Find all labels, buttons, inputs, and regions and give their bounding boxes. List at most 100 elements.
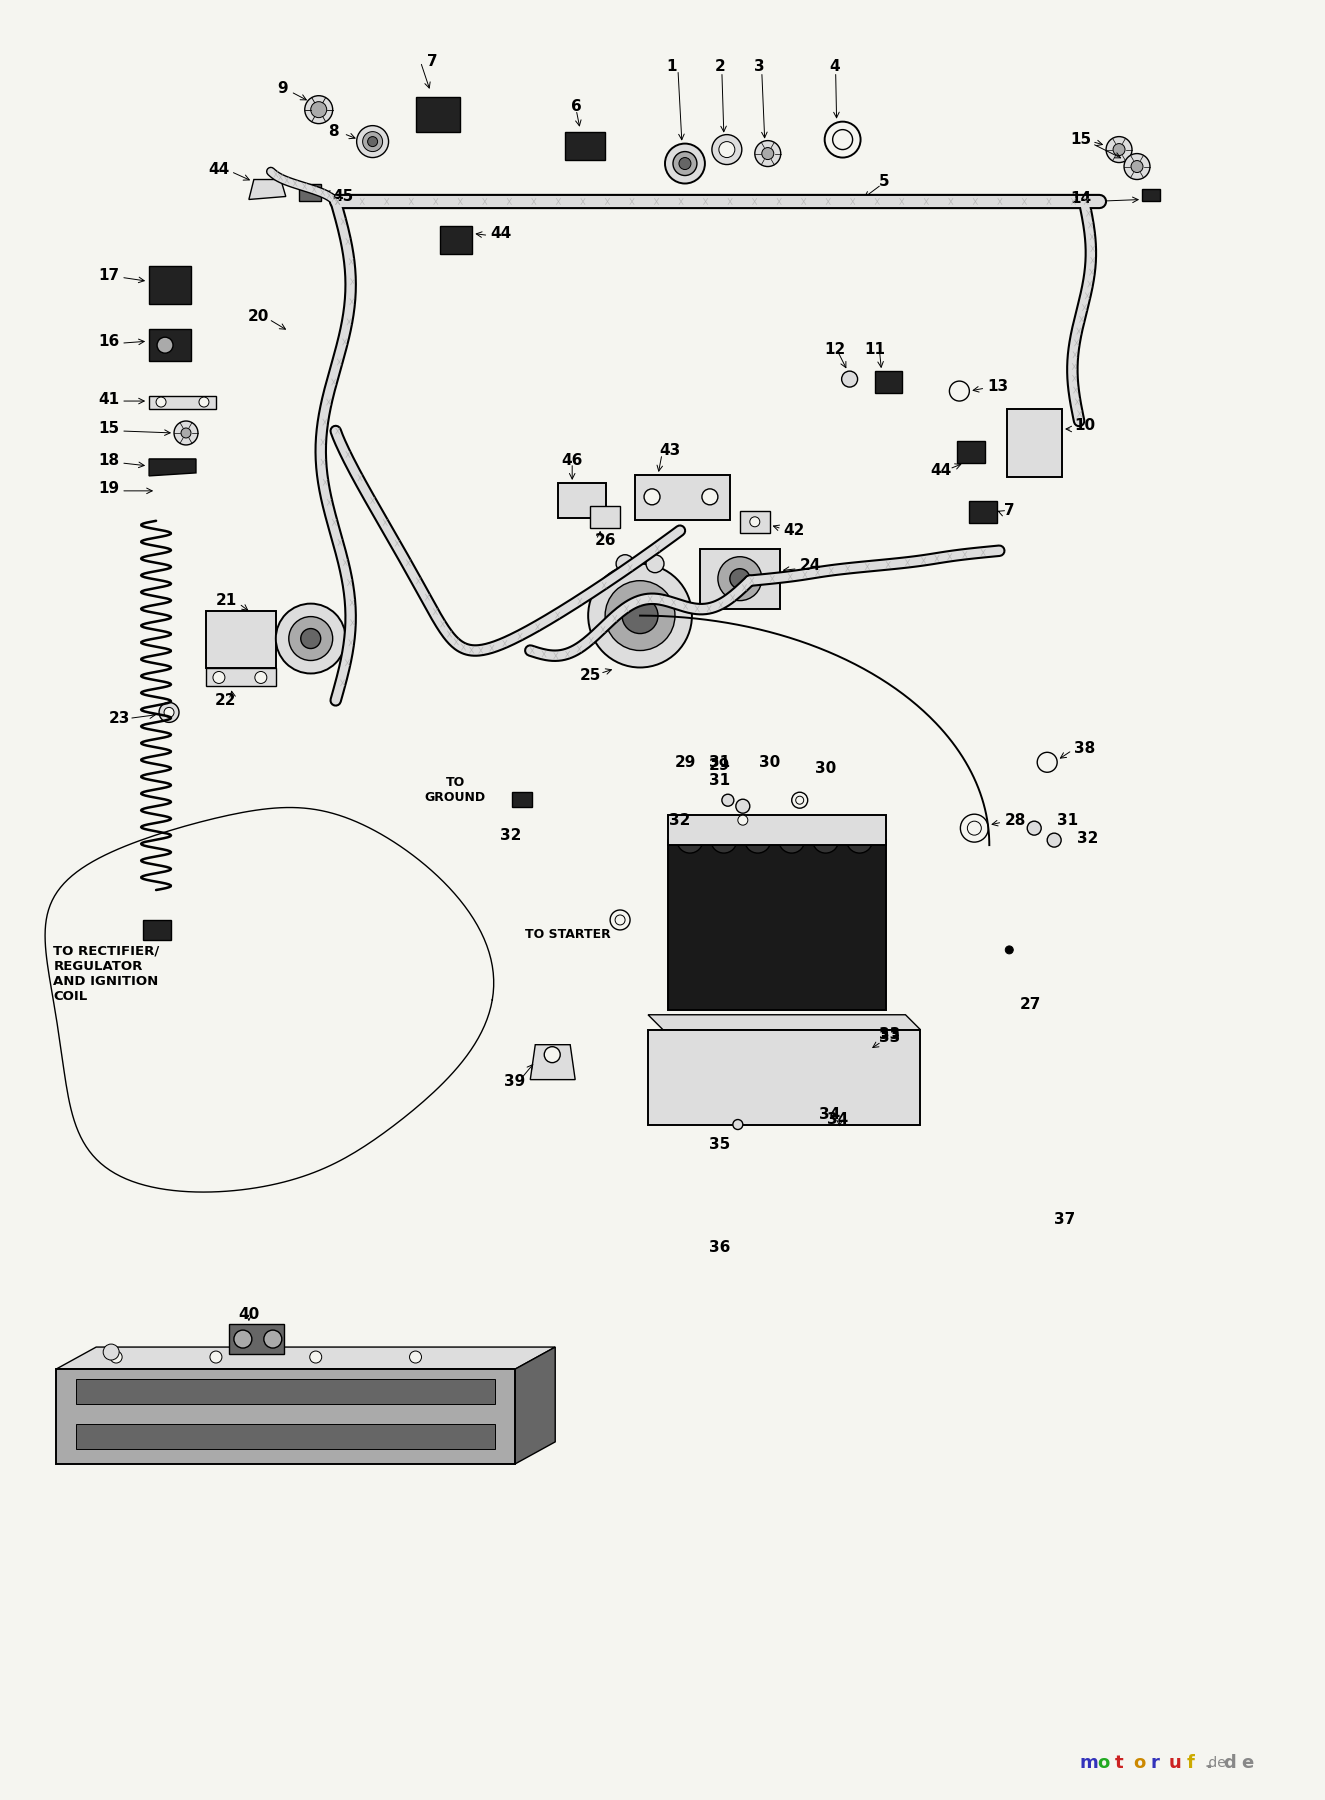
Text: o: o [1097, 1755, 1109, 1773]
Circle shape [712, 135, 742, 164]
Text: 45: 45 [333, 189, 354, 203]
Bar [668, 815, 885, 846]
Text: 32: 32 [669, 812, 690, 828]
Circle shape [824, 122, 860, 158]
Text: t: t [1116, 1755, 1124, 1773]
Circle shape [301, 628, 321, 648]
Polygon shape [56, 1346, 555, 1370]
Circle shape [363, 131, 383, 151]
Bar [739, 511, 770, 533]
Circle shape [796, 796, 804, 805]
Circle shape [1037, 752, 1057, 772]
Bar [150, 329, 191, 362]
Circle shape [1106, 137, 1132, 162]
Text: 8: 8 [329, 124, 339, 139]
Text: TO
GROUND: TO GROUND [425, 776, 486, 805]
Circle shape [209, 1352, 221, 1363]
Text: r: r [1151, 1755, 1159, 1773]
Bar [700, 549, 779, 608]
Text: 7: 7 [427, 54, 437, 68]
Bar [566, 131, 606, 160]
Bar [1007, 409, 1063, 477]
Text: TO RECTIFIER/
REGULATOR
AND IGNITION
COIL: TO RECTIFIER/ REGULATOR AND IGNITION COI… [53, 945, 159, 1003]
Circle shape [647, 554, 664, 572]
Text: 26: 26 [595, 533, 616, 549]
Text: 22: 22 [215, 693, 237, 707]
Text: m: m [1079, 1755, 1098, 1773]
Circle shape [103, 1345, 119, 1361]
Circle shape [779, 828, 804, 853]
Bar [56, 1370, 515, 1463]
Bar [668, 841, 885, 1010]
Bar [513, 792, 533, 806]
Text: 23: 23 [109, 711, 130, 725]
Circle shape [832, 130, 852, 149]
Circle shape [156, 398, 166, 407]
Text: 37: 37 [1055, 1211, 1076, 1228]
Circle shape [264, 1330, 282, 1348]
Circle shape [678, 158, 690, 169]
Bar [635, 475, 730, 520]
Circle shape [792, 792, 808, 808]
Circle shape [812, 828, 839, 853]
Text: 21: 21 [215, 594, 237, 608]
Text: 36: 36 [709, 1240, 730, 1255]
Text: 9: 9 [277, 81, 288, 95]
Circle shape [702, 490, 718, 504]
Text: 20: 20 [248, 310, 269, 324]
Circle shape [738, 815, 747, 824]
Bar [958, 441, 986, 463]
Bar [77, 1379, 496, 1404]
Circle shape [730, 569, 750, 589]
Text: 44: 44 [208, 162, 229, 176]
Text: 25: 25 [579, 668, 600, 682]
Circle shape [719, 142, 735, 158]
Text: 16: 16 [98, 333, 119, 349]
Text: 13: 13 [987, 378, 1008, 394]
Text: 10: 10 [1075, 418, 1096, 434]
Circle shape [615, 914, 625, 925]
Bar [970, 500, 998, 522]
Text: TO STARTER: TO STARTER [525, 929, 611, 941]
Circle shape [1124, 153, 1150, 180]
Text: 43: 43 [660, 443, 681, 459]
Bar [1142, 189, 1159, 202]
Bar [416, 97, 460, 131]
Text: .: . [1204, 1755, 1212, 1773]
Text: 33: 33 [878, 1030, 900, 1046]
Circle shape [950, 382, 970, 401]
Bar [143, 920, 171, 940]
Text: 29: 29 [674, 754, 696, 770]
Text: u: u [1169, 1755, 1182, 1773]
Text: .de: .de [1204, 1757, 1227, 1769]
Circle shape [164, 707, 174, 718]
Text: 30: 30 [815, 761, 836, 776]
Circle shape [289, 617, 333, 661]
Text: f: f [1187, 1755, 1195, 1773]
Text: 3: 3 [754, 59, 765, 74]
Circle shape [847, 828, 873, 853]
Circle shape [1132, 160, 1143, 173]
Text: 15: 15 [1071, 131, 1092, 148]
Text: o: o [1133, 1755, 1145, 1773]
Circle shape [545, 1046, 560, 1062]
Circle shape [673, 151, 697, 176]
Circle shape [745, 828, 771, 853]
Circle shape [606, 581, 674, 650]
Circle shape [235, 1330, 252, 1348]
Circle shape [1113, 144, 1125, 155]
Circle shape [588, 563, 692, 668]
Circle shape [1006, 947, 1014, 954]
Circle shape [174, 421, 197, 445]
Text: 33: 33 [878, 1028, 900, 1042]
Circle shape [213, 671, 225, 684]
Circle shape [409, 1352, 421, 1363]
Text: 28: 28 [1004, 812, 1026, 828]
Polygon shape [648, 1015, 921, 1030]
Circle shape [735, 799, 750, 814]
Circle shape [1027, 821, 1041, 835]
Text: 34: 34 [819, 1107, 840, 1121]
Circle shape [750, 517, 759, 527]
Polygon shape [150, 396, 216, 409]
Bar [205, 610, 276, 668]
